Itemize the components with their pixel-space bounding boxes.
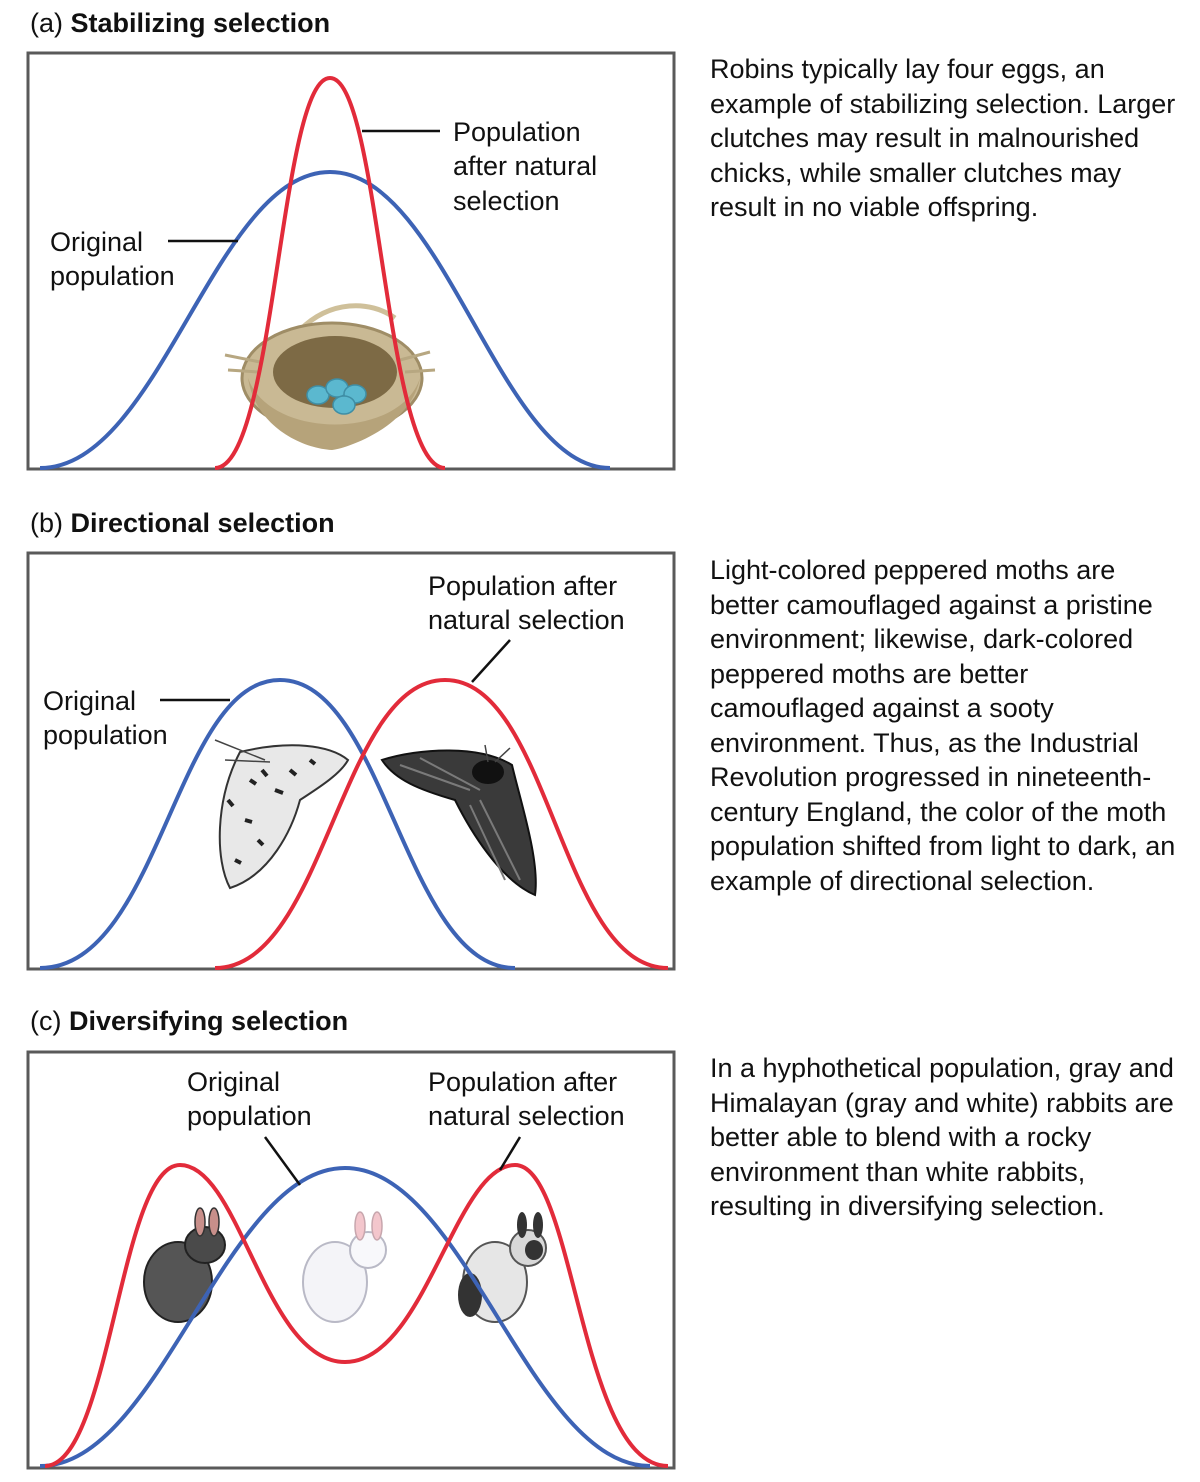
white-rabbit-illustration [302, 1211, 387, 1323]
panel-b-tag: (b) [30, 508, 63, 538]
panel-b-selected-curve [214, 677, 669, 970]
panel-c-selected-curve [44, 1162, 669, 1468]
white-rabbit-body [302, 1241, 368, 1323]
gray-rabbit-ear [208, 1207, 220, 1237]
himalayan-rabbit-ear [517, 1212, 527, 1238]
himalayan-rabbit-nose [525, 1240, 543, 1260]
panel-b-after-label-2: natural selection [428, 605, 625, 635]
gray-rabbit-body [143, 1241, 213, 1323]
panel-a-original-curve [39, 169, 611, 470]
panel-b-original-curve [39, 677, 516, 970]
light-moth-speckles [226, 758, 317, 865]
gray-rabbit-ear [194, 1207, 206, 1237]
panel-b-title: Directional selection [70, 508, 335, 538]
panel-a-after-label-2: after natural [453, 151, 597, 181]
panel-a-original-label-2: population [50, 261, 175, 291]
nest-base [248, 378, 420, 450]
panel-c-tag: (c) [30, 1006, 62, 1036]
panel-c-original-label-2: population [187, 1101, 312, 1131]
gray-rabbit-illustration [143, 1207, 226, 1323]
light-moth-antennae [214, 739, 271, 763]
panel-c-title: Diversifying selection [69, 1006, 349, 1036]
dark-moth-body [472, 760, 504, 784]
white-rabbit-ear [371, 1211, 383, 1241]
egg-4 [332, 395, 356, 415]
panel-a-original-label-1: Original [50, 227, 143, 257]
himalayan-rabbit-haunch [458, 1273, 482, 1317]
himalayan-rabbit-illustration [458, 1212, 547, 1323]
white-rabbit-ear [354, 1211, 366, 1241]
dark-moth-antennae [484, 744, 511, 763]
panel-c-original-leader [263, 1136, 302, 1186]
panel-c-original-label-1: Original [187, 1067, 280, 1097]
panel-a-after-label-3: selection [453, 186, 560, 216]
panel-c-after-label-1: Population after [428, 1067, 617, 1097]
panel-b-after-label-1: Population after [428, 571, 617, 601]
himalayan-rabbit-ear [533, 1212, 543, 1238]
panel-b-description: Light-colored peppered moths are better … [710, 555, 1176, 896]
panel-b-original-label-2: population [43, 720, 168, 750]
gray-rabbit-head [184, 1226, 226, 1264]
panel-b-heading: (b) Directional selection [30, 508, 335, 539]
dark-moth-wing [380, 749, 537, 897]
nest-straws [224, 350, 436, 374]
panel-a-description: Robins typically lay four eggs, an examp… [710, 54, 1176, 222]
panel-c-after-leader [498, 1136, 522, 1171]
panel-a-tag: (a) [30, 8, 63, 38]
panel-c-after-label-2: natural selection [428, 1101, 625, 1131]
panel-b-original-label-1: Original [43, 686, 136, 716]
panel-c-original-curve [39, 1165, 651, 1468]
nest-twig [298, 303, 397, 332]
panel-b-after-leader [471, 639, 511, 683]
nest-illustration [224, 303, 436, 450]
panel-c-description: In a hyphothetical population, gray and … [710, 1053, 1174, 1221]
panel-a-selected-curve [214, 75, 446, 470]
panel-c-heading: (c) Diversifying selection [30, 1006, 348, 1037]
panel-a-title: Stabilizing selection [70, 8, 331, 38]
panel-a-after-label-1: Population [453, 117, 581, 147]
white-rabbit-head [349, 1231, 387, 1269]
light-moth-illustration [214, 739, 350, 890]
dark-moth-veins [399, 757, 521, 881]
panel-b-frame [26, 551, 676, 971]
panel-a-heading: (a) Stabilizing selection [30, 8, 330, 39]
nest-cup [273, 336, 397, 408]
dark-moth-illustration [380, 744, 537, 897]
